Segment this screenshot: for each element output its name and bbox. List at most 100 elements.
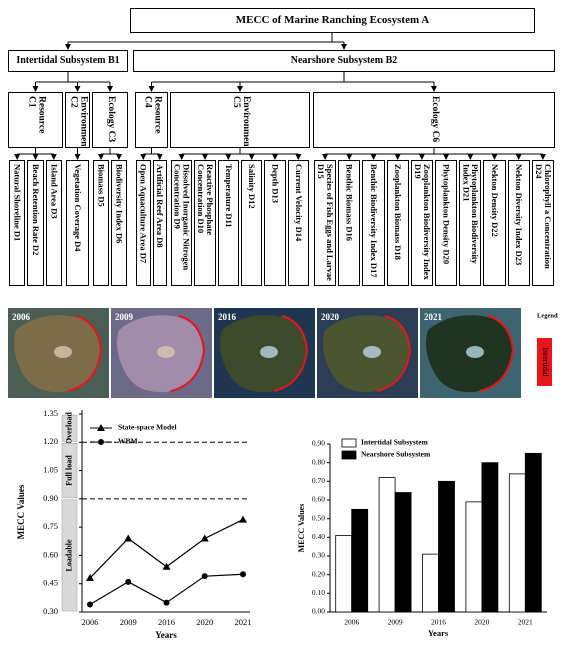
- intertidal-edge: [170, 315, 206, 392]
- indicator-node-label: Temperature D11: [223, 164, 234, 228]
- y-tick-label: 0.90: [312, 439, 325, 448]
- load-zone-label: Overload: [64, 412, 73, 445]
- y-tick-label: 1.05: [43, 465, 58, 475]
- indicator-node-label: Dissolved Inorganic Nitrogen Concentrati…: [172, 164, 192, 271]
- island-detail: [260, 346, 278, 358]
- bar: [508, 473, 526, 613]
- indicator-node: Reactive Phosphate Concentration D10: [194, 160, 216, 286]
- point-marker: [124, 534, 133, 542]
- indicator-node-label: Depth D13: [270, 164, 281, 203]
- y-tick-label: 0.60: [312, 495, 325, 504]
- legend-label: State-space Model: [118, 423, 177, 432]
- indicator-node-label: Current Velocity D14: [293, 164, 304, 242]
- indicator-node: Artificial Reef Area D8: [152, 160, 167, 286]
- intertidal-edge: [273, 315, 309, 392]
- legend-title: Legend: [537, 312, 558, 319]
- indicator-node: Island Area D3: [45, 160, 62, 286]
- island-detail: [466, 346, 484, 358]
- indicator-node-label: Phytoplankton Density D20: [441, 164, 452, 265]
- x-tick-label: 2009: [388, 618, 403, 627]
- indicator-node: Beach Retention Rate D2: [27, 160, 44, 286]
- x-tick-label: 2021: [235, 617, 252, 627]
- indicator-node-label: Nekton Diversity Index D23: [514, 164, 525, 266]
- indicator-node: Phytoplankton Biodiversity Index D21: [459, 160, 482, 286]
- indicator-node: Biomass D5: [93, 160, 109, 286]
- indicator-node-label: Natural Shoreline D1: [12, 164, 23, 242]
- island-detail: [54, 346, 72, 358]
- bar: [335, 535, 353, 613]
- point-marker: [125, 578, 132, 585]
- image-year-label: 2020: [321, 312, 340, 322]
- indicator-node-label: Salinity D12: [247, 164, 258, 209]
- point-marker: [87, 601, 93, 608]
- point-marker: [200, 534, 209, 542]
- image-year-label: 2006: [12, 312, 31, 322]
- image-year-label: 2016: [218, 312, 237, 322]
- indicator-node-label: Benthic Biomass D16: [344, 164, 355, 241]
- indicator-node: Natural Shoreline D1: [9, 160, 26, 286]
- indicator-node-label: Nekton Density D22: [489, 164, 500, 237]
- criterion-node-label: Environment C5: [231, 96, 251, 148]
- indicator-node: Nekton Diversity Index D23: [507, 160, 530, 286]
- y-tick-label: 0.50: [312, 513, 325, 522]
- bar: [378, 477, 396, 613]
- point-marker: [86, 574, 94, 582]
- legend-label: Nearshore Subsystem: [361, 450, 431, 459]
- y-tick-label: 0.00: [312, 607, 325, 616]
- criterion-node: Ecology C6: [313, 92, 555, 148]
- criterion-node-label: Environment C2: [68, 96, 89, 148]
- load-zone-label: Loadable: [64, 539, 73, 571]
- indicator-node-label: Artificial Reef Area D8: [155, 164, 166, 248]
- indicator-node: Benthic Biodiversity Index D17: [362, 160, 385, 286]
- y-tick-label: 0.40: [312, 532, 325, 541]
- indicator-node-label: Biodiversity Index D6: [114, 164, 125, 244]
- indicator-node: Zooplankton Biomass D18: [386, 160, 409, 286]
- load-zone: [61, 499, 78, 612]
- bar: [524, 452, 542, 613]
- criterion-node: Environment C5: [170, 92, 310, 148]
- indicator-node-label: Benthic Biodiversity Index D17: [368, 164, 379, 278]
- y-tick-label: 0.80: [312, 457, 325, 466]
- bar: [481, 462, 499, 613]
- x-tick-label: 2016: [158, 617, 175, 627]
- criterion-node-label: Resource C1: [26, 96, 47, 134]
- x-tick-label: 2020: [474, 618, 489, 627]
- load-zone: [61, 443, 78, 499]
- y-tick-label: 0.45: [43, 578, 58, 588]
- y-tick-label: 0.10: [312, 588, 325, 597]
- x-tick-label: 2016: [431, 618, 446, 627]
- indicator-node-label: Beach Retention Rate D2: [30, 164, 41, 256]
- root-node-label: MECC of Marine Ranching Ecosystem A: [235, 13, 430, 26]
- x-tick-label: 2006: [344, 618, 359, 627]
- indicator-node-label: Vegetation Coverage D4: [72, 164, 83, 252]
- y-tick-label: 0.60: [43, 549, 58, 559]
- indicator-node: Vegetation Coverage D4: [66, 160, 89, 286]
- load-zone: [61, 414, 78, 442]
- indicator-node: Salinity D12: [241, 160, 263, 286]
- indicator-node: Biodiversity Index D6: [111, 160, 127, 286]
- indicator-node: Nekton Density D22: [483, 160, 506, 286]
- indicator-node-label: Open Aquaculture Area D7: [138, 164, 149, 264]
- intertidal-edge: [376, 315, 412, 392]
- legend-swatch: [341, 438, 357, 448]
- criterion-node: Resource C1: [8, 92, 63, 148]
- y-tick-label: 0.30: [43, 606, 58, 616]
- indicator-node-label: Species of Fish Eggs and Larvae D15: [316, 164, 336, 281]
- subsystem-node-label: Nearshore Subsystem B2: [290, 54, 398, 66]
- y-axis-title: MECC Values: [16, 484, 26, 539]
- indicator-node-label: Phytoplankton Biodiversity Index D21: [461, 164, 481, 264]
- indicator-node: Dissolved Inorganic Nitrogen Concentrati…: [171, 160, 193, 286]
- point-marker: [240, 571, 246, 578]
- bar: [351, 508, 369, 613]
- criterion-node-label: Resource C4: [142, 96, 163, 134]
- x-tick-label: 2006: [82, 617, 99, 627]
- indicator-node: Temperature D11: [217, 160, 239, 286]
- indicator-node-label: Chlorophyll a Concentration D24: [533, 164, 553, 269]
- intertidal-edge: [67, 315, 103, 392]
- legend-label: Intertidal Subsystem: [361, 438, 429, 447]
- x-tick-label: 2009: [120, 617, 137, 627]
- load-zone-label: Full load: [64, 455, 73, 486]
- indicator-node: Open Aquaculture Area D7: [136, 160, 151, 286]
